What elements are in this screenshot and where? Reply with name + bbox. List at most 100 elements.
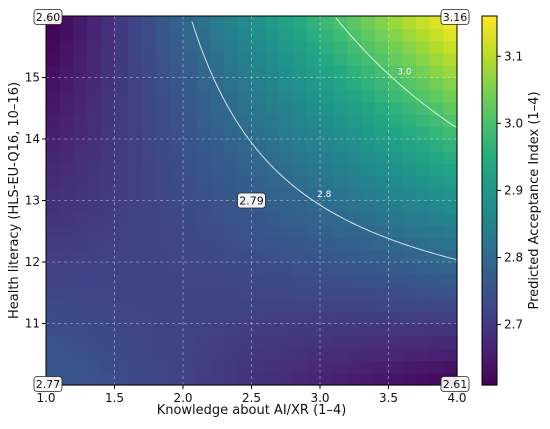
heatmap-cell — [46, 77, 61, 91]
heatmap-cell — [141, 335, 157, 349]
heatmap-cell — [183, 372, 198, 386]
heatmap-cell — [388, 311, 403, 325]
heatmap-cell — [292, 16, 307, 29]
heatmap-cell — [443, 175, 458, 189]
heatmap-cell — [388, 286, 403, 300]
heatmap-cell — [415, 298, 431, 312]
heatmap-cell — [183, 16, 198, 29]
heatmap-cell — [347, 114, 362, 128]
heatmap-cell — [388, 262, 403, 275]
colorbar-segment — [482, 68, 497, 72]
colorbar-segment — [482, 381, 497, 386]
heatmap-cell — [320, 151, 335, 165]
heatmap-cell — [320, 348, 335, 361]
heatmap-cell — [320, 298, 335, 312]
heatmap-cell — [183, 40, 198, 54]
heatmap-cell — [46, 225, 61, 238]
heatmap-cell — [388, 114, 403, 128]
heatmap-cell — [141, 40, 157, 54]
heatmap-cell — [128, 65, 143, 79]
heatmap-cell — [347, 65, 362, 79]
heatmap-cell — [169, 262, 184, 275]
colorbar-segment — [482, 142, 497, 146]
heatmap-cell — [278, 323, 294, 337]
heatmap-cell — [429, 348, 444, 361]
heatmap-cell — [237, 335, 253, 349]
heatmap-cell — [59, 262, 74, 275]
colorbar-segment — [482, 111, 497, 115]
heatmap-cell — [251, 175, 266, 189]
heatmap-cell — [251, 163, 266, 177]
heatmap-cell — [183, 114, 198, 128]
heatmap-cell — [278, 335, 294, 349]
colorbar-segment — [482, 317, 497, 322]
colorbar-segment — [482, 348, 497, 352]
heatmap-cell — [292, 175, 307, 189]
colorbar-segment — [482, 129, 497, 134]
heatmap-cell — [388, 77, 403, 91]
heatmap-cell — [87, 372, 102, 386]
heatmap-cell — [183, 249, 198, 263]
heatmap-cell — [306, 274, 321, 288]
heatmap-cell — [114, 16, 129, 29]
x-tick-label: 1.0 — [36, 391, 55, 405]
heatmap-cell — [210, 360, 225, 374]
colorbar-segment — [482, 225, 497, 229]
heatmap-cell — [155, 298, 170, 312]
colorbar-segment — [482, 160, 497, 165]
heatmap-cell — [278, 28, 294, 42]
heatmap-cell — [169, 237, 184, 251]
heatmap-cell — [87, 77, 102, 91]
heatmap-cell — [141, 16, 157, 29]
heatmap-cell — [265, 151, 280, 165]
heatmap-cell — [196, 89, 211, 103]
heatmap-cell — [292, 126, 307, 140]
heatmap-cell — [196, 212, 211, 226]
heatmap-cell — [210, 323, 225, 337]
heatmap-cell — [278, 16, 294, 29]
heatmap-cell — [306, 175, 321, 189]
heatmap-cell — [73, 188, 88, 202]
colorbar-segment — [482, 360, 497, 365]
heatmap-cell — [128, 372, 143, 386]
heatmap-cell — [155, 175, 170, 189]
heatmap-cell — [361, 286, 376, 300]
value-badge-label: 2.61 — [443, 378, 468, 391]
heatmap-cell — [278, 175, 294, 189]
heatmap-cell — [415, 89, 431, 103]
heatmap-cell — [155, 89, 170, 103]
heatmap-cell — [292, 188, 307, 202]
heatmap-cell — [155, 286, 170, 300]
heatmap-cell — [224, 286, 239, 300]
heatmap-cell — [374, 28, 390, 42]
heatmap-cell — [361, 65, 376, 79]
heatmap-cell — [210, 286, 225, 300]
heatmap-cell — [100, 274, 116, 288]
heatmap-cell — [320, 360, 335, 374]
heatmap-cell — [183, 52, 198, 66]
heatmap-cell — [114, 175, 129, 189]
heatmap-cell — [183, 151, 198, 165]
heatmap-cell — [347, 200, 362, 214]
heatmap-cell — [415, 52, 431, 66]
heatmap-cell — [237, 151, 253, 165]
heatmap-cell — [251, 139, 266, 152]
heatmap-cell — [100, 28, 116, 42]
heatmap-cell — [388, 200, 403, 214]
heatmap-cell — [361, 237, 376, 251]
heatmap-cell — [210, 212, 225, 226]
heatmap-cell — [141, 311, 157, 325]
heatmap-cell — [183, 163, 198, 177]
heatmap-cell — [278, 151, 294, 165]
colorbar-segment — [482, 375, 497, 380]
heatmap-cell — [210, 163, 225, 177]
colorbar-segment — [482, 194, 497, 199]
heatmap-cell — [169, 212, 184, 226]
heatmap-cell — [402, 249, 417, 263]
heatmap-cell — [333, 286, 348, 300]
heatmap-cell — [224, 151, 239, 165]
heatmap-cell — [402, 212, 417, 226]
heatmap-cell — [320, 262, 335, 275]
heatmap-cell — [128, 188, 143, 202]
colorbar-frame — [481, 15, 498, 386]
